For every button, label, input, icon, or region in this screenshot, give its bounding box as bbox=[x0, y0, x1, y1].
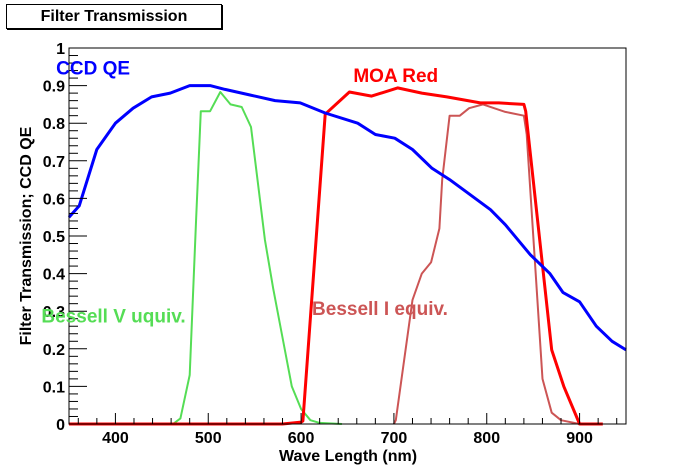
chart-title: Filter Transmission bbox=[6, 4, 222, 29]
series-line-moa-red bbox=[69, 86, 603, 426]
series-layer bbox=[67, 84, 627, 426]
x-tick-label: 700 bbox=[381, 430, 408, 447]
y-tick-label: 0.8 bbox=[43, 116, 65, 133]
x-tick-label: 500 bbox=[195, 430, 222, 447]
series-line-ccd-qe bbox=[67, 84, 627, 352]
y-tick-label: 0.3 bbox=[43, 304, 65, 321]
x-tick-label: 900 bbox=[566, 430, 593, 447]
y-tick-label: 1 bbox=[56, 41, 65, 58]
y-tick-label: 0.9 bbox=[43, 79, 65, 96]
y-tick-label: 0.7 bbox=[43, 154, 65, 171]
y-axis-label: Filter Transmission; CCD QE bbox=[18, 126, 35, 345]
series-line-bessell-v-equiv bbox=[162, 91, 342, 425]
y-tick-label: 0.1 bbox=[43, 379, 65, 396]
annotation-ccd-qe: CCD QE bbox=[56, 58, 130, 79]
annotations-layer: CCD QE MOA Red Bessell V uquiv. Bessell I e… bbox=[41, 58, 448, 327]
x-axis-label: Wave Length (nm) bbox=[279, 448, 417, 465]
axes-layer: 0 0.1 0.2 0.3 0.4 0.5 0.6 0.7 0.8 0.9 1 400 500 600 70… bbox=[43, 41, 618, 447]
annotation-bessell-v-uquiv: Bessell V uquiv. bbox=[41, 306, 185, 327]
y-tick-label: 0.6 bbox=[43, 191, 65, 208]
x-tick-label: 400 bbox=[102, 430, 129, 447]
y-tick-label: 0.4 bbox=[43, 267, 65, 284]
y-tick-label: 0.5 bbox=[43, 229, 65, 246]
y-tick-label: 0.2 bbox=[43, 342, 65, 359]
x-tick-label: 600 bbox=[288, 430, 315, 447]
annotation-moa-red: MOA Red bbox=[353, 66, 438, 87]
x-tick-label: 800 bbox=[473, 430, 500, 447]
series-line-bessell-i-equiv bbox=[393, 103, 580, 425]
y-tick-label: 0 bbox=[56, 417, 65, 434]
annotation-bessell-i-equiv: Bessell I equiv. bbox=[312, 299, 448, 320]
